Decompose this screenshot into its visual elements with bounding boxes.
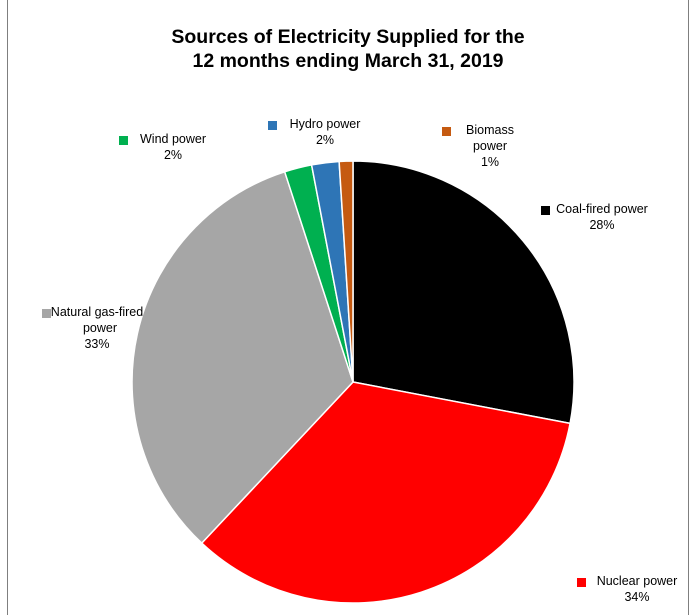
- pie-slice-biomass-power: [338, 160, 354, 383]
- legend-marker-natural-gas-fired-power: [42, 309, 51, 318]
- pie-slice-coal-fired-power: [352, 160, 575, 425]
- value-label-wind-power: 2%: [164, 148, 182, 162]
- chart-title: Sources of Electricity Supplied for the …: [8, 25, 688, 73]
- right-border: [688, 0, 689, 615]
- chart-title-line-2: 12 months ending March 31, 2019: [192, 50, 504, 72]
- legend-marker-biomass-power: [442, 127, 451, 136]
- category-label-natural-gas-fired-power-2: power: [83, 321, 117, 335]
- data-label-natural-gas-fired-power: Natural gas-fired power 33%: [42, 305, 143, 351]
- value-label-nuclear-power: 34%: [624, 590, 649, 604]
- left-border: [7, 0, 8, 615]
- pie-slice-natural-gas-fired-power: [131, 171, 354, 544]
- pie-slice-nuclear-power: [200, 381, 571, 604]
- data-label-coal-fired-power: Coal-fired power 28%: [541, 202, 648, 232]
- data-label-biomass-power: Biomass power 1%: [442, 123, 514, 169]
- legend-marker-hydro-power: [268, 121, 277, 130]
- category-label-hydro-power-1: Hydro power: [290, 117, 361, 131]
- value-label-hydro-power: 2%: [316, 133, 334, 147]
- value-label-coal-fired-power: 28%: [589, 218, 614, 232]
- category-label-nuclear-power-1: Nuclear power: [597, 574, 678, 588]
- category-label-natural-gas-fired-power-1: Natural gas-fired: [51, 305, 143, 319]
- category-label-wind-power-1: Wind power: [140, 132, 206, 146]
- category-label-biomass-power-1: Biomass: [466, 123, 514, 137]
- legend-marker-wind-power: [119, 136, 128, 145]
- data-label-wind-power: Wind power 2%: [119, 132, 206, 162]
- category-label-biomass-power-2: power: [473, 139, 507, 153]
- legend-marker-nuclear-power: [577, 578, 586, 587]
- chart-title-line-1: Sources of Electricity Supplied for the: [171, 26, 525, 48]
- data-label-hydro-power: Hydro power 2%: [268, 117, 360, 147]
- category-label-coal-fired-power-1: Coal-fired power: [556, 202, 648, 216]
- data-label-nuclear-power: Nuclear power 34%: [577, 574, 677, 604]
- value-label-natural-gas-fired-power: 33%: [84, 337, 109, 351]
- legend-marker-coal-fired-power: [541, 206, 550, 215]
- value-label-biomass-power: 1%: [481, 155, 499, 169]
